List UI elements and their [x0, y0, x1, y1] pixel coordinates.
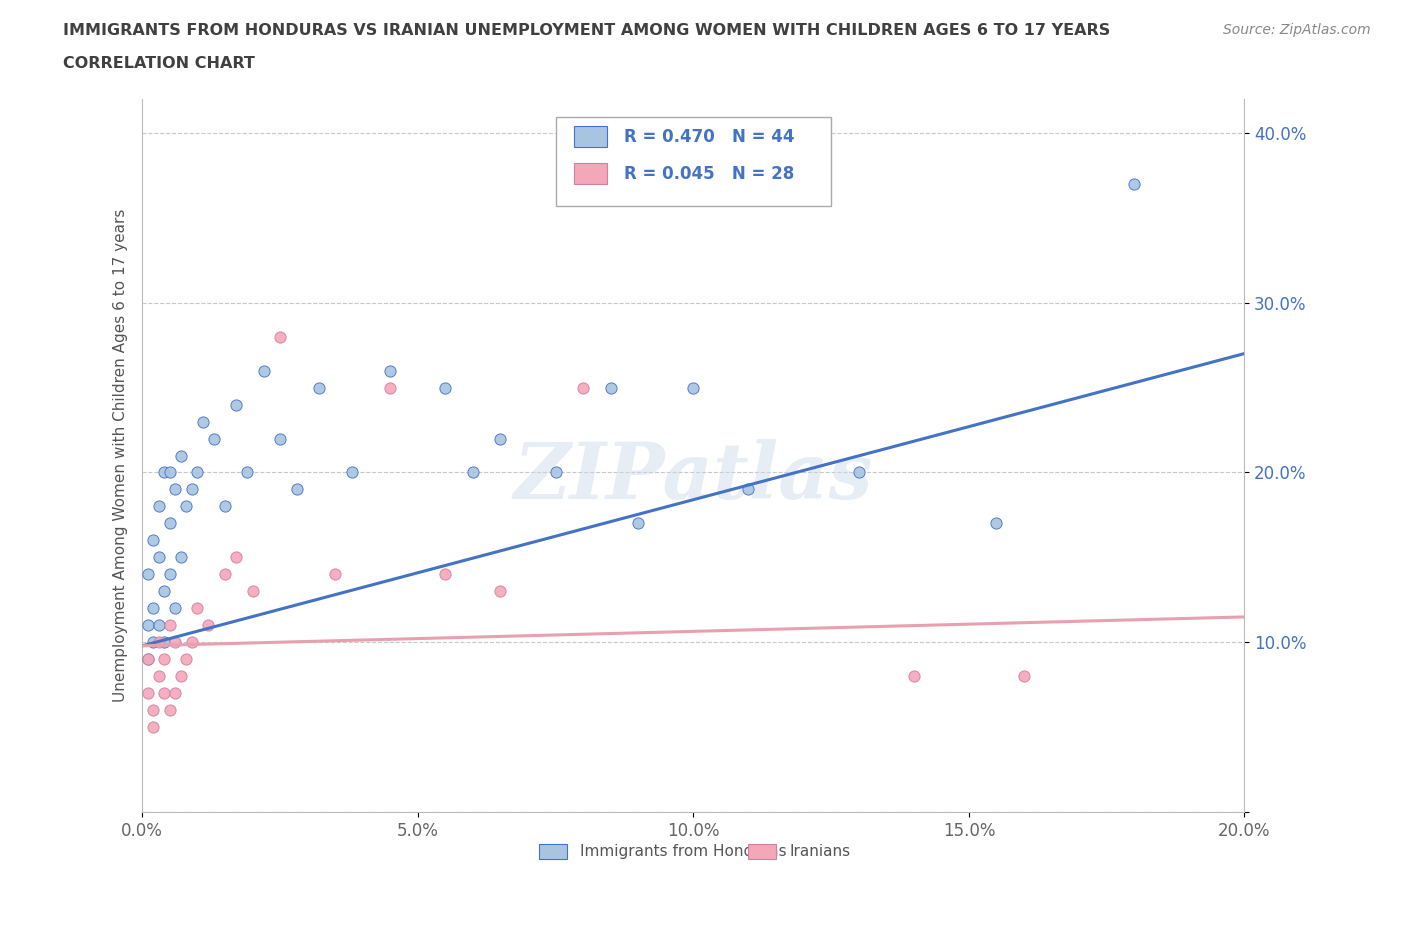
Point — [142, 635, 165, 650]
Point — [148, 499, 170, 514]
Point — [191, 414, 214, 429]
Point — [461, 465, 484, 480]
Point — [682, 380, 704, 395]
Point — [214, 499, 236, 514]
Point — [434, 380, 457, 395]
FancyBboxPatch shape — [574, 126, 607, 147]
Point — [202, 432, 225, 446]
Point — [142, 720, 165, 735]
Point — [148, 669, 170, 684]
Point — [170, 550, 193, 565]
Point — [165, 635, 187, 650]
Point — [544, 465, 567, 480]
Point — [180, 482, 202, 497]
Point — [1123, 176, 1146, 191]
Point — [236, 465, 259, 480]
Point — [159, 567, 181, 582]
Text: CORRELATION CHART: CORRELATION CHART — [63, 56, 254, 71]
Point — [153, 652, 176, 667]
Point — [380, 380, 402, 395]
Point — [148, 635, 170, 650]
Point — [153, 686, 176, 701]
Text: R = 0.470   N = 44: R = 0.470 N = 44 — [624, 127, 794, 145]
Point — [252, 363, 274, 378]
Point — [148, 618, 170, 632]
Point — [159, 516, 181, 531]
Point — [159, 618, 181, 632]
Point — [1012, 669, 1035, 684]
Point — [737, 482, 759, 497]
Point — [136, 652, 159, 667]
Point — [136, 618, 159, 632]
Text: ZIPatlas: ZIPatlas — [513, 439, 873, 515]
Point — [136, 652, 159, 667]
Point — [340, 465, 363, 480]
Point — [136, 567, 159, 582]
Point — [903, 669, 925, 684]
Point — [159, 465, 181, 480]
FancyBboxPatch shape — [574, 163, 607, 184]
Text: R = 0.045   N = 28: R = 0.045 N = 28 — [624, 165, 794, 182]
FancyBboxPatch shape — [555, 116, 831, 206]
Text: IMMIGRANTS FROM HONDURAS VS IRANIAN UNEMPLOYMENT AMONG WOMEN WITH CHILDREN AGES : IMMIGRANTS FROM HONDURAS VS IRANIAN UNEM… — [63, 23, 1111, 38]
FancyBboxPatch shape — [538, 844, 567, 858]
Point — [176, 499, 198, 514]
Point — [148, 550, 170, 565]
Point — [572, 380, 595, 395]
Point — [153, 584, 176, 599]
Point — [142, 601, 165, 616]
Point — [165, 601, 187, 616]
Point — [153, 635, 176, 650]
Point — [214, 567, 236, 582]
Y-axis label: Unemployment Among Women with Children Ages 6 to 17 years: Unemployment Among Women with Children A… — [114, 209, 128, 702]
Point — [159, 703, 181, 718]
Point — [180, 635, 202, 650]
Point — [627, 516, 650, 531]
Point — [165, 482, 187, 497]
Point — [599, 380, 621, 395]
Point — [197, 618, 219, 632]
Point — [153, 465, 176, 480]
Text: Iranians: Iranians — [789, 844, 851, 859]
Point — [380, 363, 402, 378]
Point — [269, 329, 291, 344]
Text: Immigrants from Honduras: Immigrants from Honduras — [579, 844, 786, 859]
Point — [986, 516, 1008, 531]
Point — [170, 669, 193, 684]
Text: Source: ZipAtlas.com: Source: ZipAtlas.com — [1223, 23, 1371, 37]
Point — [489, 584, 512, 599]
Point — [848, 465, 870, 480]
Point — [170, 448, 193, 463]
Point — [285, 482, 308, 497]
Point — [136, 686, 159, 701]
Point — [176, 652, 198, 667]
Point — [434, 567, 457, 582]
Point — [489, 432, 512, 446]
Point — [242, 584, 264, 599]
Point — [165, 686, 187, 701]
Point — [225, 550, 247, 565]
Point — [269, 432, 291, 446]
Point — [186, 601, 208, 616]
Point — [323, 567, 346, 582]
FancyBboxPatch shape — [748, 844, 776, 858]
Point — [308, 380, 330, 395]
Point — [142, 533, 165, 548]
Point — [186, 465, 208, 480]
Point — [142, 703, 165, 718]
Point — [225, 397, 247, 412]
